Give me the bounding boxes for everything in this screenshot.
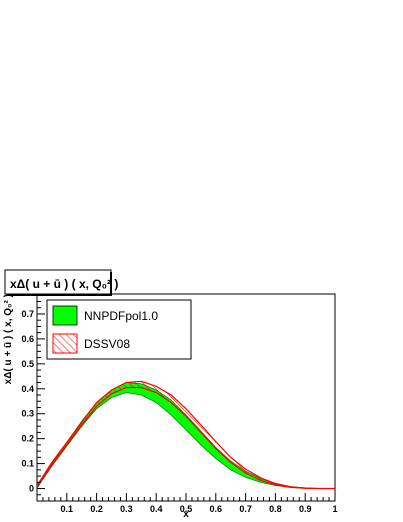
legend-label-nnpdf: NNPDFpol1.0 (84, 309, 158, 323)
y-tick-label: 0.5 (21, 359, 34, 369)
x-tick-label: 0.1 (61, 504, 74, 514)
legend-label-dssv: DSSV08 (84, 337, 130, 351)
x-tick-label: 0.9 (299, 504, 312, 514)
x-tick-label: 0.5 (180, 504, 193, 514)
legend-item-nnpdf: NNPDFpol1.0 (52, 305, 158, 326)
y-tick-label: 0 (29, 484, 34, 494)
legend-swatch-dssv (52, 333, 78, 354)
y-tick-label: 0.6 (21, 334, 34, 344)
y-tick-label: 0.7 (21, 309, 34, 319)
x-axis-label: x (183, 509, 189, 520)
x-axis: 0.1 0.2 0.3 0.4 0.5 0.6 0.7 0.8 0.9 1 (42, 493, 338, 514)
x-tick-label: 0.2 (90, 504, 103, 514)
y-tick-label: 0.3 (21, 409, 34, 419)
y-axis: 0 0.1 0.2 0.3 0.4 0.5 0.6 0.7 (21, 294, 45, 502)
dssv-band (37, 380, 335, 490)
y-tick-label: 0.1 (21, 459, 34, 469)
x-tick-label: 0.8 (269, 504, 282, 514)
nnpdf-band (37, 382, 335, 489)
legend: NNPDFpol1.0 DSSV08 (46, 299, 192, 360)
x-tick-label: 0.7 (239, 504, 252, 514)
chart-title-box: xΔ( u + ū ) ( x, Q₀² ) (4, 269, 118, 296)
y-tick-label: 0.4 (21, 384, 34, 394)
legend-swatch-nnpdf (52, 305, 78, 326)
x-tick-label: 0.6 (210, 504, 223, 514)
x-tick-label: 1 (332, 504, 337, 514)
y-axis-label: xΔ( u + ū ) ( x, Q₀² ) (3, 294, 14, 384)
chart-title: xΔ( u + ū ) ( x, Q₀² ) (10, 277, 118, 291)
x-tick-label: 0.4 (150, 504, 163, 514)
y-tick-label: 0.2 (21, 434, 34, 444)
x-tick-label: 0.3 (120, 504, 133, 514)
legend-item-dssv: DSSV08 (52, 333, 130, 354)
